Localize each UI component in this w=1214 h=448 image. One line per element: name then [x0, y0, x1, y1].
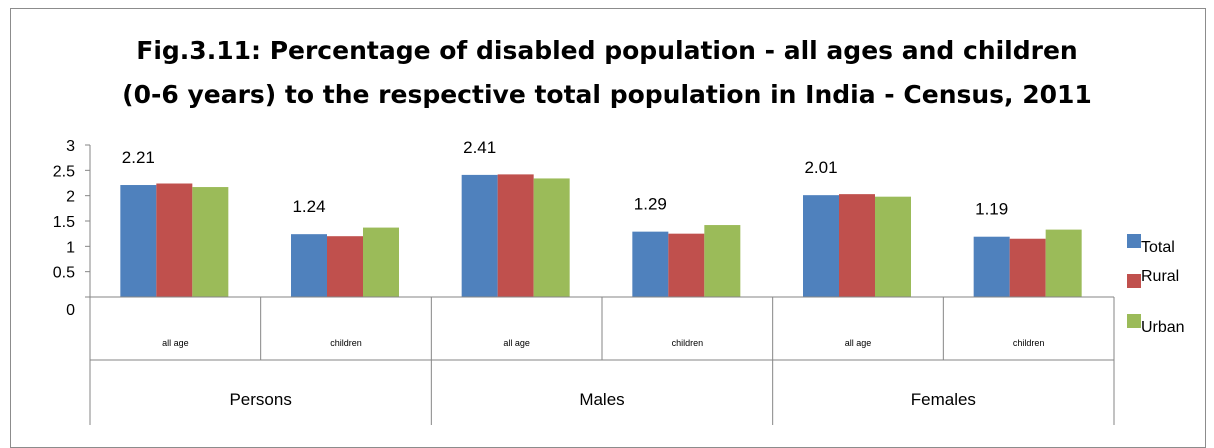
y-tick-label: 0 [66, 302, 75, 319]
bar-urban [875, 196, 911, 297]
legend-label-total: Total [1141, 239, 1175, 256]
bar-rural [839, 194, 875, 297]
bar-total [803, 195, 839, 297]
bar-total [973, 236, 1010, 297]
x-category-label: all age [845, 338, 872, 348]
bar-total [291, 234, 327, 297]
data-label: 1.29 [634, 195, 667, 214]
y-tick-label: 2 [66, 189, 75, 206]
y-tick-label: 2.5 [53, 163, 75, 180]
y-tick-label: 3 [66, 138, 75, 155]
legend-swatch-rural [1127, 274, 1141, 288]
data-label: 2.01 [804, 158, 837, 177]
x-group-label: Persons [229, 390, 291, 409]
bar-rural [327, 236, 363, 297]
x-group-label: Females [911, 390, 976, 409]
bar-urban [704, 225, 741, 297]
bar-rural [156, 183, 193, 297]
x-category-label: children [672, 338, 704, 348]
x-category-label: all age [503, 338, 530, 348]
legend-swatch-total [1127, 234, 1141, 248]
data-label: 2.21 [122, 148, 155, 167]
bar-urban [533, 178, 570, 297]
data-label: 2.41 [463, 138, 496, 157]
bar-total [120, 185, 157, 297]
x-category-label: children [330, 338, 362, 348]
legend-label-rural: Rural [1141, 268, 1179, 285]
legend-swatch-urban [1127, 314, 1141, 328]
bar-rural [497, 174, 534, 297]
bar-urban [1045, 229, 1082, 297]
x-group-label: Males [579, 390, 624, 409]
legend-label-urban: Urban [1141, 319, 1185, 336]
bar-rural [668, 233, 705, 297]
y-tick-label: 1.5 [53, 214, 75, 231]
x-category-label: children [1013, 338, 1045, 348]
bar-urban [192, 187, 229, 297]
bar-total [461, 174, 498, 297]
y-tick-label: 0.5 [53, 265, 75, 282]
bar-rural [1009, 238, 1046, 297]
data-label: 1.24 [292, 197, 325, 216]
chart-title-line-1: Fig.3.11: Percentage of disabled populat… [136, 36, 1078, 65]
x-category-label: all age [162, 338, 189, 348]
chart-title-line-2: (0-6 years) to the respective total popu… [122, 80, 1092, 109]
bar-urban [363, 227, 399, 297]
y-tick-label: 1 [66, 239, 75, 256]
bar-total [632, 231, 669, 297]
bar-chart: 0 0.5 1 1.5 2 2.5 3 2.21 1.24 2.41 1.29 2.01 1.19 all… [53, 138, 1185, 425]
data-label: 1.19 [975, 200, 1008, 219]
